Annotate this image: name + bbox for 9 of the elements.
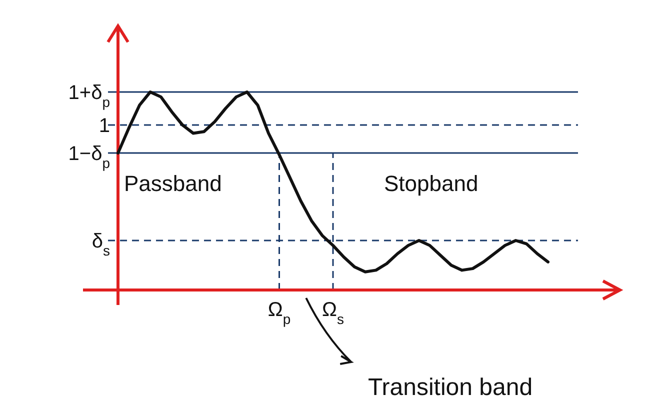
y-tick-label: δ$_{s}$ <box>92 230 110 258</box>
y-tick-label: 1+δ$_{p}$ <box>68 82 110 110</box>
y-tick-label: 1−δ$_{p}$ <box>68 143 110 172</box>
annotation: Stopband <box>384 171 478 196</box>
annotation: Passband <box>124 171 222 196</box>
x-tick-label: Ω$_{p}$ <box>268 299 291 327</box>
x-tick-label: Ω$_{s}$ <box>322 299 344 327</box>
y-tick-label: 1 <box>98 115 110 137</box>
text: Transition band <box>368 374 533 401</box>
